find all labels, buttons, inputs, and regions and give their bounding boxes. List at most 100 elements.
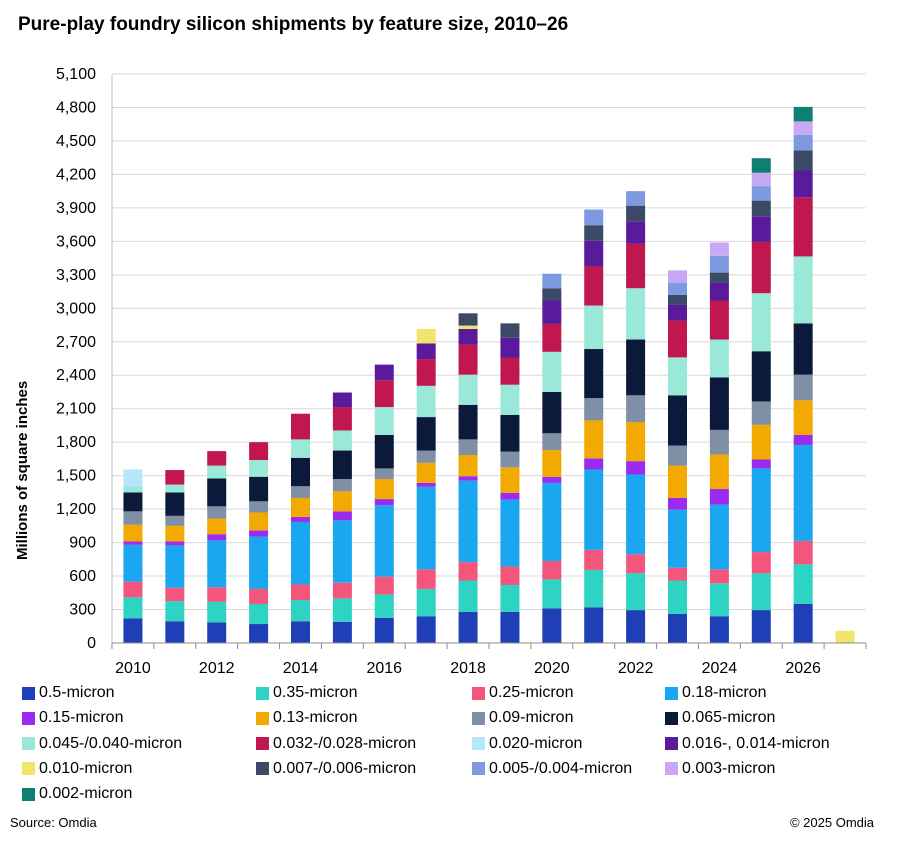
bar-segment — [458, 325, 478, 329]
bar-segment — [291, 600, 310, 622]
bar-segment — [793, 197, 813, 257]
bar-segment — [793, 170, 813, 198]
bar-segment — [584, 469, 604, 550]
bar-segment — [542, 476, 562, 483]
bar-segment — [751, 241, 771, 294]
bar-segment — [542, 323, 562, 352]
bar-segment — [793, 400, 813, 435]
bar-segment — [332, 392, 352, 408]
x-tick-label: 2012 — [199, 660, 235, 677]
bar-segment — [668, 580, 687, 614]
legend-swatch — [256, 762, 269, 776]
legend-label: 0.13-micron — [273, 709, 358, 727]
y-tick-label: 1,800 — [56, 434, 96, 451]
legend-swatch — [22, 686, 35, 700]
bar-segment — [165, 601, 185, 622]
legend-label: 0.065-micron — [682, 709, 776, 727]
bar-segment — [751, 459, 771, 469]
y-tick-label: 2,400 — [56, 367, 96, 384]
chart-title: Pure-play foundry silicon shipments by f… — [18, 14, 569, 35]
bar-segment — [542, 579, 562, 609]
bar-segment — [751, 158, 771, 173]
bar-segment — [584, 569, 604, 608]
bar-segment — [458, 476, 478, 481]
bar-segment — [416, 616, 436, 643]
bar-segment — [165, 545, 185, 588]
bar-segment — [374, 407, 394, 435]
bar-segment — [374, 364, 394, 381]
bar-segment — [165, 525, 185, 542]
legend-label: 0.002-micron — [39, 785, 133, 803]
bar-segment — [709, 504, 729, 570]
bar-segment — [584, 458, 604, 470]
y-tick-label: 3,300 — [56, 267, 96, 284]
bar-segment — [668, 357, 687, 396]
bar-segment — [626, 221, 646, 244]
bar-segment — [542, 300, 562, 324]
bar-segment — [626, 474, 646, 555]
legend-item: 0.032-/0.028-micron — [256, 735, 416, 753]
bar-segment — [626, 339, 646, 396]
bar-segment — [374, 617, 394, 643]
y-tick-label: 1,500 — [56, 468, 96, 485]
bar-segment — [793, 444, 813, 541]
bar-segment — [291, 497, 310, 517]
legend-swatch — [22, 711, 35, 725]
legend-swatch — [665, 711, 678, 725]
bar-segment — [709, 377, 729, 430]
bar-segment — [207, 465, 227, 479]
bar-segment — [709, 242, 729, 256]
bar-segment — [249, 501, 269, 513]
bar-segment — [500, 584, 520, 612]
bar-segment — [332, 511, 352, 521]
bar-segment — [291, 413, 310, 440]
bar-segment — [709, 272, 729, 283]
bar-segment — [416, 486, 436, 570]
legend-label: 0.5-micron — [39, 684, 115, 701]
bar-segment — [332, 621, 352, 643]
bar-segment — [291, 486, 310, 498]
y-tick-label: 2,700 — [56, 334, 96, 351]
legend-label: 0.35-micron — [273, 684, 358, 701]
legend-item: 0.007-/0.006-micron — [256, 760, 416, 778]
legend-label: 0.15-micron — [39, 709, 124, 727]
bar-segment — [793, 256, 813, 324]
legend-label: 0.045-/0.040-micron — [39, 734, 183, 752]
legend-swatch — [665, 686, 678, 700]
bar-segment — [249, 530, 269, 537]
bar-segment — [123, 492, 143, 512]
bar-segment — [249, 536, 269, 589]
bar-segment — [458, 439, 478, 456]
bar-segment — [207, 540, 227, 588]
bar-segment — [332, 520, 352, 583]
bar-segment — [374, 478, 394, 500]
bar-segment — [542, 449, 562, 477]
bar-segment — [500, 611, 520, 643]
bar-segment — [165, 484, 185, 493]
bar-segment — [123, 597, 143, 619]
bar-segment — [584, 398, 604, 421]
bar-segment — [291, 439, 310, 458]
bar-segment — [542, 482, 562, 561]
legend-swatch — [22, 737, 35, 751]
bar-segment — [584, 549, 604, 570]
y-tick-label: 1,200 — [56, 501, 96, 518]
legend-label: 0.005-/0.004-micron — [489, 759, 633, 777]
bar-segment — [542, 288, 562, 301]
bar-segment — [374, 380, 394, 408]
bar-segment — [709, 429, 729, 455]
bar-segment — [668, 465, 687, 498]
bar-segment — [458, 313, 478, 326]
bar-segment — [207, 506, 227, 519]
bar-segment — [751, 424, 771, 460]
bar-segment — [165, 515, 185, 526]
bar-segment — [626, 288, 646, 340]
bar-segment — [207, 518, 227, 535]
legend-swatch — [472, 737, 485, 751]
bar-segment — [709, 583, 729, 617]
legend-swatch — [256, 737, 269, 751]
bar-segment — [249, 624, 269, 643]
legend-label: 0.010-micron — [39, 759, 133, 777]
bar-segment — [165, 621, 185, 643]
bar-segment — [668, 294, 687, 305]
